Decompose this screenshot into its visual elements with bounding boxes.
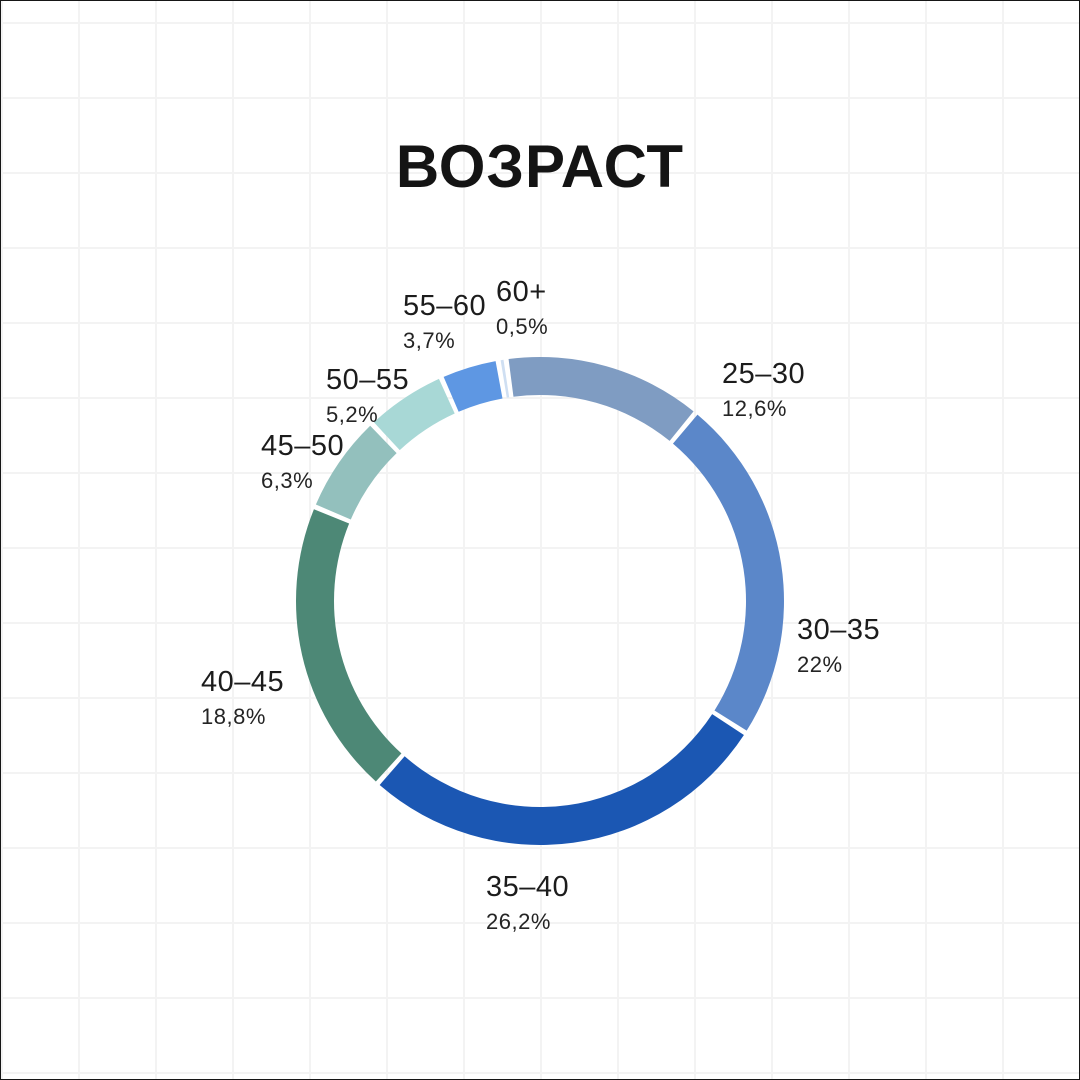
slice-range-label: 35–40 xyxy=(486,871,570,903)
slice-range-label: 45–50 xyxy=(261,430,345,462)
slice-label-30-35: 30–35 22% xyxy=(797,612,880,678)
slice-label-60-: 60+ 0,5% xyxy=(496,274,548,340)
chart-title: ВОЗРАСТ xyxy=(395,133,685,200)
donut-segment-35-40 xyxy=(379,714,744,845)
slice-label-55-60: 55–60 3,7% xyxy=(403,288,486,354)
slice-pct-label: 5,2% xyxy=(326,402,379,427)
slice-pct-label: 12,6% xyxy=(722,396,787,421)
slice-label-40-45: 40–45 18,8% xyxy=(201,664,284,730)
slice-pct-label: 22% xyxy=(797,652,843,677)
slice-pct-label: 26,2% xyxy=(486,909,551,934)
slice-label-45-50: 45–50 6,3% xyxy=(261,428,344,494)
slice-pct-label: 3,7% xyxy=(403,328,456,353)
donut-segment-55-60 xyxy=(443,361,503,412)
slice-pct-label: 18,8% xyxy=(201,704,266,729)
slice-range-label: 30–35 xyxy=(797,614,881,646)
donut-segment-45-50 xyxy=(315,425,397,520)
donut-segment-30-35 xyxy=(672,414,784,731)
slice-pct-label: 0,5% xyxy=(496,314,549,339)
donut-segment-25-30 xyxy=(508,356,694,441)
slice-pct-label: 6,3% xyxy=(261,468,314,493)
slice-range-label: 60+ xyxy=(496,276,547,308)
slice-label-50-55: 50–55 5,2% xyxy=(326,362,409,428)
slice-range-label: 50–55 xyxy=(326,364,410,396)
donut-segment-60- xyxy=(500,359,510,398)
slice-range-label: 25–30 xyxy=(722,358,806,390)
slice-label-25-30: 25–30 12,6% xyxy=(722,356,805,422)
slice-range-label: 55–60 xyxy=(403,290,487,322)
slice-range-label: 40–45 xyxy=(201,666,285,698)
donut-segment-50-55 xyxy=(373,378,455,451)
slice-label-35-40: 35–40 26,2% xyxy=(486,869,569,935)
donut-segment-40-45 xyxy=(296,509,402,782)
